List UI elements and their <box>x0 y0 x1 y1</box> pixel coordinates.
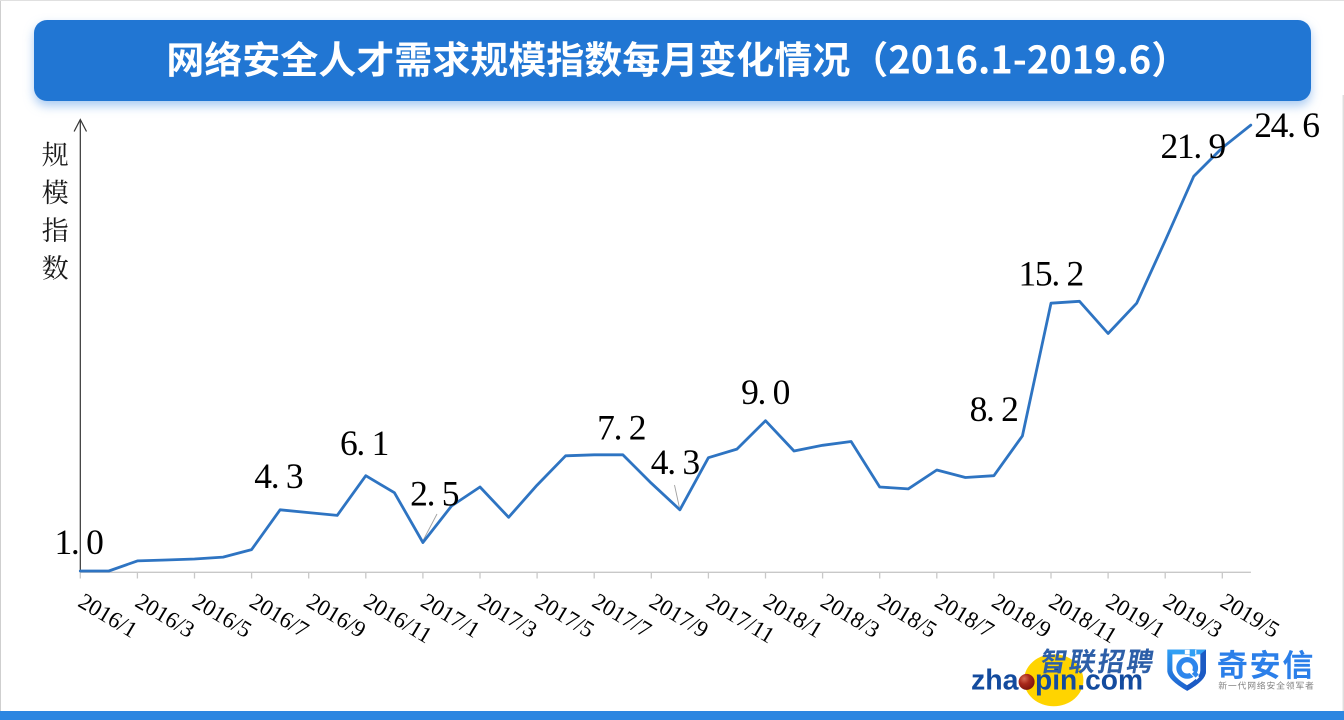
svg-text:6. 1: 6. 1 <box>340 423 388 463</box>
svg-text:2016/1: 2016/1 <box>74 588 142 642</box>
svg-text:2017/3: 2017/3 <box>474 588 542 642</box>
svg-text:9. 0: 9. 0 <box>741 372 790 412</box>
svg-text:zha: zha <box>971 665 1019 697</box>
svg-text:2018/5: 2018/5 <box>874 588 942 642</box>
svg-text:8. 2: 8. 2 <box>970 389 1018 429</box>
svg-text:2018/9: 2018/9 <box>988 588 1056 642</box>
svg-text:2016/9: 2016/9 <box>303 588 371 642</box>
svg-text:1. 0: 1. 0 <box>54 522 103 562</box>
svg-text:2019/5: 2019/5 <box>1216 588 1284 642</box>
svg-text:7. 2: 7. 2 <box>597 408 645 448</box>
svg-text:2017/7: 2017/7 <box>588 588 656 642</box>
svg-text:21. 9: 21. 9 <box>1160 126 1225 166</box>
svg-text:2018/7: 2018/7 <box>931 588 999 642</box>
svg-text:4. 3: 4. 3 <box>254 456 303 496</box>
svg-text:2017/5: 2017/5 <box>531 588 599 642</box>
svg-text:2016/7: 2016/7 <box>245 588 313 642</box>
svg-text:4. 3: 4. 3 <box>651 442 700 482</box>
svg-text:2017/9: 2017/9 <box>645 588 713 642</box>
svg-text:2016/5: 2016/5 <box>188 588 256 642</box>
svg-text:15. 2: 15. 2 <box>1018 254 1083 294</box>
svg-text:2016/3: 2016/3 <box>131 588 199 642</box>
svg-text:24. 6: 24. 6 <box>1254 105 1319 145</box>
svg-text:2019/3: 2019/3 <box>1159 588 1227 642</box>
svg-text:2018/3: 2018/3 <box>816 588 884 642</box>
svg-text:2. 5: 2. 5 <box>410 474 459 514</box>
